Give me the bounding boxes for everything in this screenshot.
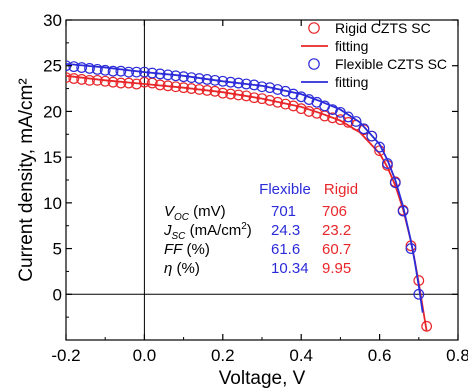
data-point (76, 62, 88, 73)
data-point (91, 63, 103, 75)
parameter-table: Flexible Rigid VOC (mV) 701 706 JSC (mA/cm2) 2… (163, 181, 358, 277)
x-axis-title: Voltage, V (219, 368, 306, 388)
table-cell: 61.6 (271, 241, 300, 258)
table-row-label: JSC (mA/cm2) (163, 221, 252, 242)
y-tick-label: 0 (53, 285, 62, 304)
y-axis-title: Current density, mA/cm² (16, 78, 37, 281)
data-point (421, 320, 433, 332)
table-cell: 9.95 (322, 260, 351, 277)
data-point (84, 74, 95, 86)
y-tick-label: 5 (53, 240, 62, 259)
legend-marker (308, 58, 320, 70)
data-point (68, 61, 80, 73)
data-point (358, 123, 370, 135)
table-cell: 706 (322, 203, 347, 220)
x-tick-label: 0.8 (446, 346, 468, 365)
x-tick-label: 0.6 (368, 346, 392, 365)
data-point (123, 66, 135, 78)
y-tick-label: 25 (43, 57, 62, 76)
table-cell: 701 (271, 203, 296, 220)
data-point (327, 104, 338, 115)
table-row-label: η (%) (164, 260, 200, 277)
data-point (374, 141, 386, 153)
y-tick-label: 20 (43, 102, 62, 121)
x-tick-label: -0.2 (51, 346, 80, 365)
series-3 (66, 63, 424, 313)
data-point (66, 72, 72, 83)
table-column-header: Flexible (259, 181, 311, 198)
table-cell: 60.7 (322, 241, 351, 258)
x-tick-label: 0.0 (133, 346, 157, 365)
legend-label: Rigid CZTS SC (335, 20, 431, 36)
data-point (350, 116, 362, 127)
data-point (99, 64, 111, 76)
legend-marker (308, 22, 320, 34)
fit-line (66, 63, 424, 313)
legend-label: Flexible CZTS SC (335, 56, 447, 72)
legend-label: fitting (335, 38, 368, 54)
y-tick-label: 30 (43, 11, 62, 30)
table-column-header: Rigid (324, 181, 358, 198)
legend: Rigid CZTS SC fitting Flexible CZTS SC fitt… (301, 20, 447, 90)
y-tick-label: 10 (43, 194, 62, 213)
data-point (327, 112, 338, 124)
data-point (107, 65, 119, 77)
table-cell: 10.34 (271, 260, 309, 277)
data-point (115, 65, 127, 77)
x-tick-label: 0.2 (211, 346, 235, 365)
table-cell: 23.2 (322, 222, 351, 239)
legend-label: fitting (335, 74, 368, 90)
data-point (68, 73, 80, 84)
data-point (366, 130, 378, 142)
data-point (84, 63, 95, 74)
x-tick-label: 0.4 (289, 346, 313, 365)
y-tick-label: 15 (43, 148, 62, 167)
data-point (76, 74, 88, 85)
table-row-label: FF (%) (164, 241, 210, 258)
table-row-label: VOC (mV) (164, 203, 226, 223)
table-cell: 24.3 (271, 222, 300, 239)
